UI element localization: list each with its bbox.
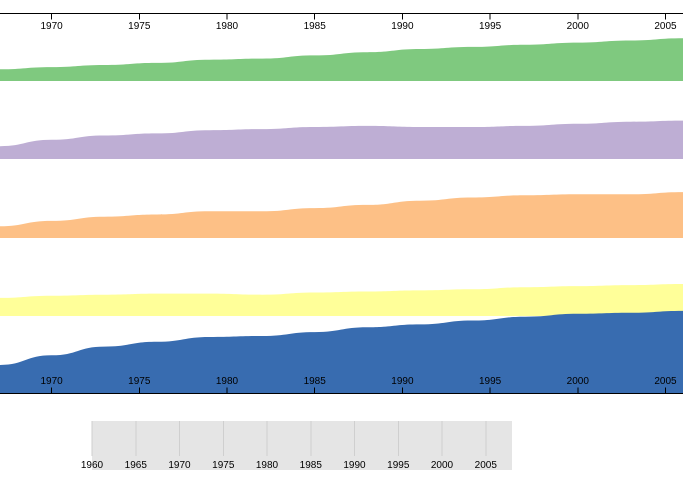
- focus-axis-top: 1970 1975 1980 1985 1990 1995 2000 2005: [0, 13, 683, 32]
- area-series-3: [0, 192, 683, 238]
- context-tick-label: 1980: [256, 460, 279, 471]
- context-tick-label: 1985: [300, 460, 323, 471]
- context-brush-panel[interactable]: 1960 1965 1970 1975 1980 1985 1990 1995 2000 2005: [81, 421, 512, 471]
- context-tick-label: 1995: [387, 460, 410, 471]
- top-axis-tick-label: 2005: [654, 21, 677, 32]
- top-axis-tick-label: 1970: [40, 21, 63, 32]
- bottom-axis-tick-label: 1970: [40, 376, 63, 387]
- context-tick-label: 1970: [168, 460, 191, 471]
- bottom-axis-tick-label: 2000: [567, 376, 590, 387]
- top-axis-tick-label: 1990: [391, 21, 414, 32]
- context-tick-label: 1965: [125, 460, 148, 471]
- area-series-group: [0, 38, 683, 394]
- context-tick-label: 1990: [343, 460, 366, 471]
- context-tick-label: 2005: [475, 460, 498, 471]
- context-tick-label: 2000: [431, 460, 454, 471]
- area-series-4: [0, 284, 683, 316]
- top-axis-tick-label: 2000: [567, 21, 590, 32]
- area-series-5: [0, 310, 683, 394]
- area-series-1: [0, 38, 683, 81]
- bottom-axis-tick-label: 1980: [216, 376, 239, 387]
- bottom-axis-tick-label: 1975: [128, 376, 151, 387]
- bottom-axis-tick-label: 1995: [479, 376, 502, 387]
- bottom-axis-tick-label: 1985: [304, 376, 327, 387]
- area-series-2: [0, 120, 683, 159]
- top-axis-tick-label: 1980: [216, 21, 239, 32]
- focus-axis-bottom: 1970 1975 1980 1985 1990 1995 2000 2005: [0, 376, 683, 394]
- context-tick-label: 1975: [212, 460, 235, 471]
- top-axis-tick-label: 1985: [304, 21, 327, 32]
- context-tick-label: 1960: [81, 460, 104, 471]
- bottom-axis-tick-label: 1990: [391, 376, 414, 387]
- bottom-axis-tick-label: 2005: [654, 376, 677, 387]
- top-axis-tick-label: 1975: [128, 21, 151, 32]
- top-axis-tick-label: 1995: [479, 21, 502, 32]
